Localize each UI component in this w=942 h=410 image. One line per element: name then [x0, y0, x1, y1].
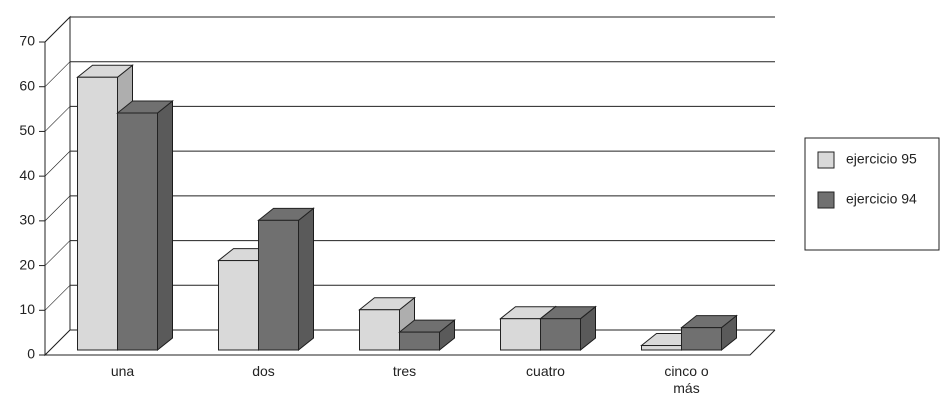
- y-tick-label: 20: [19, 256, 35, 272]
- grid-diag: [44, 150, 71, 177]
- y-tick-label: 40: [19, 167, 35, 183]
- grid-diag: [44, 285, 71, 311]
- legend-swatch: [817, 151, 835, 169]
- bar: [681, 327, 722, 351]
- legend-label: ejercicio 95: [846, 151, 917, 167]
- grid-diag: [44, 61, 71, 87]
- bar: [500, 318, 541, 351]
- grid-diag: [44, 106, 71, 132]
- bar-side: [298, 207, 314, 352]
- bar: [117, 112, 158, 351]
- bar-side: [157, 99, 173, 352]
- legend-swatch: [817, 191, 835, 209]
- grid-diag: [44, 329, 71, 356]
- bar: [359, 309, 400, 351]
- bar: [258, 219, 299, 351]
- y-tick-label: 30: [19, 212, 35, 228]
- left-wall: [44, 15, 71, 357]
- grid-diag: [44, 195, 71, 222]
- bar: [399, 331, 440, 351]
- legend-label: ejercicio 94: [846, 191, 917, 207]
- y-tick-label: 0: [27, 346, 35, 362]
- bar: [540, 318, 581, 351]
- x-tick-label: una: [110, 363, 135, 379]
- grid-diag: [44, 16, 71, 43]
- x-tick-label: dos: [252, 363, 275, 379]
- y-tick-label: 60: [19, 77, 35, 93]
- bar: [641, 345, 682, 351]
- floor: [45, 329, 776, 356]
- bar: [77, 76, 118, 351]
- grid-diag: [44, 240, 71, 266]
- x-tick-label: cuatro: [526, 363, 565, 379]
- x-tick-label: cinco o más: [664, 363, 709, 396]
- y-tick-label: 50: [19, 122, 35, 138]
- y-tick-label: 10: [19, 301, 35, 317]
- y-tick-label: 70: [19, 33, 35, 49]
- bar: [218, 260, 259, 351]
- x-tick-label: tres: [392, 363, 417, 379]
